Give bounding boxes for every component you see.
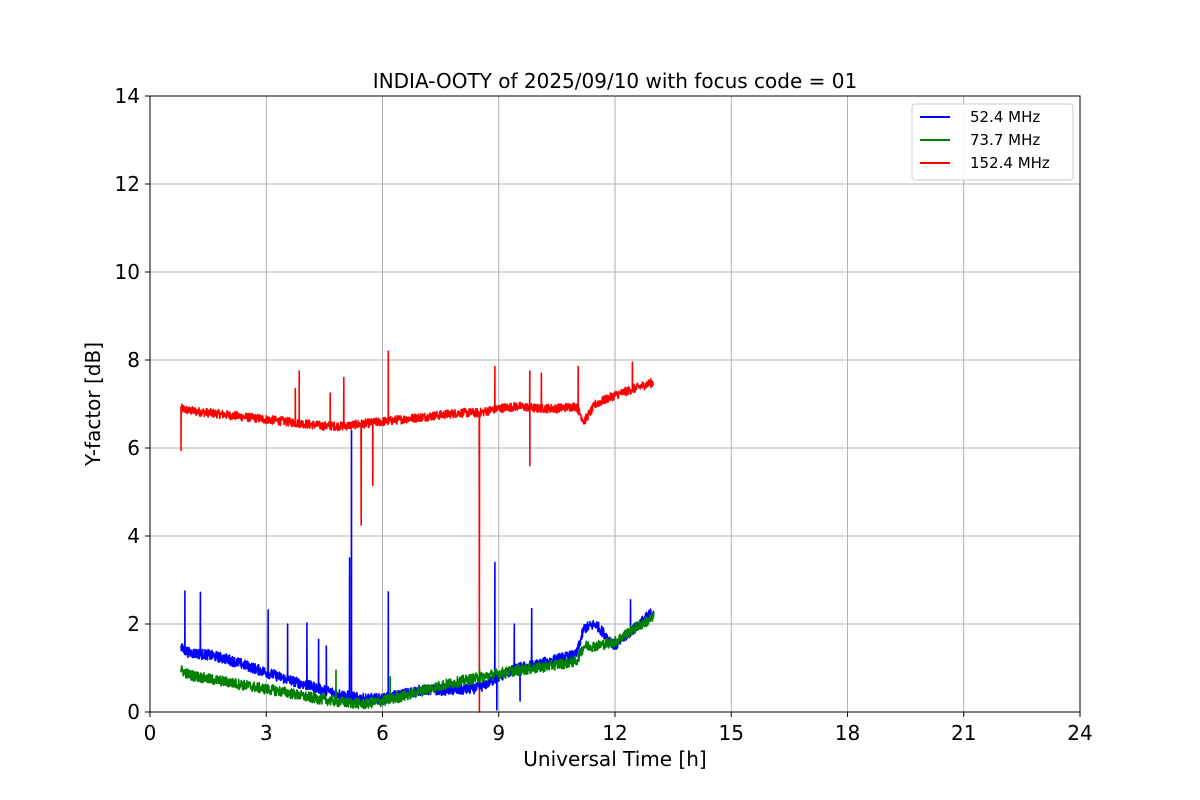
y-axis-label: Y-factor [dB] <box>81 342 105 467</box>
chart-title: INDIA-OOTY of 2025/09/10 with focus code… <box>373 69 857 93</box>
y-tick-label: 0 <box>127 700 140 724</box>
legend: 52.4 MHz 73.7 MHz 152.4 MHz <box>911 103 1074 181</box>
x-tick-label: 12 <box>602 721 627 745</box>
x-tick-label: 9 <box>492 721 505 745</box>
x-tick-label: 18 <box>835 721 860 745</box>
x-tick-label: 3 <box>260 721 273 745</box>
legend-label: 152.4 MHz <box>970 154 1050 172</box>
x-tick-label: 6 <box>376 721 389 745</box>
y-tick-label: 12 <box>115 172 140 196</box>
legend-label: 73.7 MHz <box>970 131 1040 149</box>
y-tick-label: 8 <box>127 348 140 372</box>
series-layer <box>180 350 655 713</box>
series-line-73_7-mhz <box>180 612 655 710</box>
y-tick-label: 4 <box>127 524 140 548</box>
y-tick-label: 2 <box>127 612 140 636</box>
x-tick-label: 15 <box>719 721 744 745</box>
x-tick-label: 24 <box>1067 721 1092 745</box>
legend-label: 52.4 MHz <box>970 108 1040 126</box>
x-tick-label: 21 <box>951 721 976 745</box>
y-tick-label: 6 <box>127 436 140 460</box>
y-tick-label: 10 <box>115 260 140 284</box>
series-line-152_4-mhz <box>180 350 655 713</box>
legend-box <box>911 103 1074 181</box>
y-tick-label: 14 <box>115 84 140 108</box>
x-axis-label: Universal Time [h] <box>523 747 706 771</box>
x-tick-label: 0 <box>144 721 157 745</box>
